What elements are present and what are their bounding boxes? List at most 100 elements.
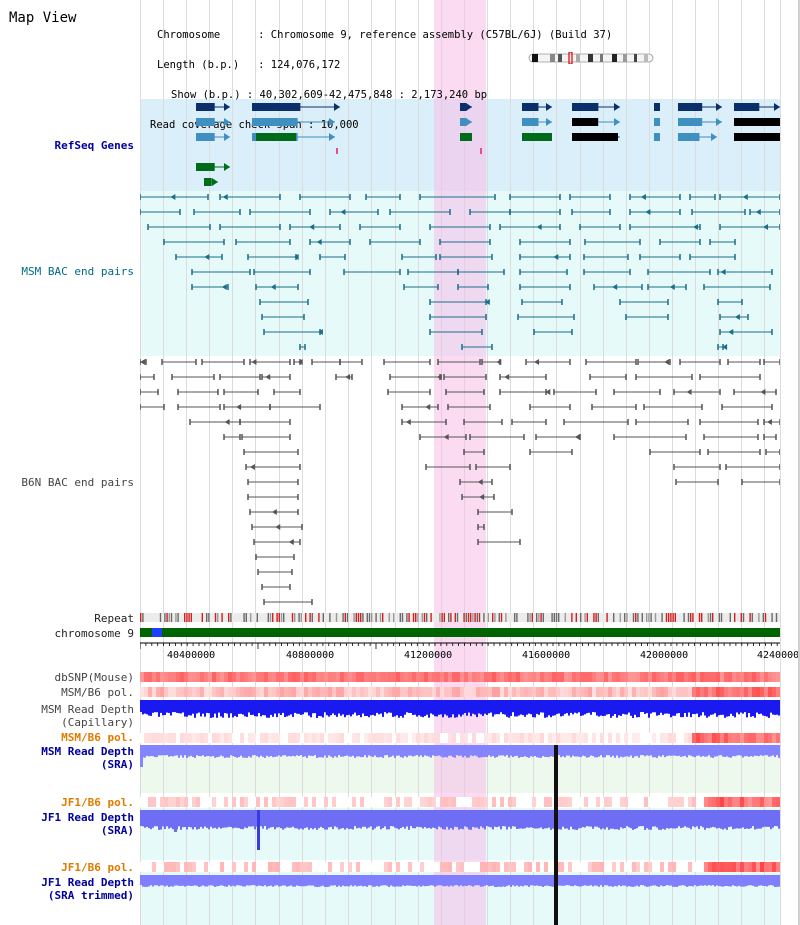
heat-cell — [304, 797, 308, 807]
refseq-track-label[interactable]: RefSeq Genes — [54, 139, 134, 152]
depth-bar — [536, 875, 538, 886]
msm-b6-pol-sra-heat-track[interactable] — [140, 733, 780, 743]
depth-bar — [514, 745, 516, 757]
repeat-element — [175, 613, 177, 622]
heat-cell — [232, 672, 236, 682]
depth-bar — [180, 745, 182, 756]
depth-bar — [232, 745, 234, 756]
msm-bac-track-label[interactable]: MSM BAC end pairs — [21, 265, 134, 278]
heat-cell — [592, 733, 596, 743]
depth-bar — [240, 875, 242, 886]
depth-bar — [152, 875, 154, 887]
heat-cell — [436, 733, 440, 743]
repeat-track[interactable] — [140, 612, 780, 623]
heat-cell — [488, 862, 492, 872]
depth-bar — [598, 745, 600, 757]
depth-bar — [274, 700, 276, 714]
dbsnp-heat-track[interactable] — [140, 672, 780, 682]
chromosome-band[interactable] — [140, 627, 780, 638]
chromosome-ideogram[interactable] — [528, 52, 656, 64]
msm-b6-pol-heat-track[interactable] — [140, 687, 780, 697]
repeat-element — [311, 613, 313, 622]
depth-bar — [490, 745, 492, 757]
heat-cell — [392, 733, 396, 743]
depth-bar — [230, 810, 232, 827]
heat-cell — [636, 687, 640, 697]
heat-cell — [368, 687, 372, 697]
depth-bar — [676, 745, 678, 757]
refseq-genes-track[interactable] — [140, 99, 780, 191]
depth-bar — [206, 875, 208, 887]
depth-bar — [280, 700, 282, 715]
repeat-element — [423, 613, 426, 622]
heat-cell — [588, 862, 592, 872]
depth-bar — [314, 810, 316, 828]
heat-cell — [312, 862, 316, 872]
b6n-bac-end-pairs-track[interactable] — [140, 356, 780, 608]
repeat-element — [382, 613, 384, 622]
heat-cell — [716, 862, 720, 872]
b6n-bac-track-label[interactable]: B6N BAC end pairs — [21, 476, 134, 489]
depth-bar — [552, 875, 554, 887]
msm-bac-end-pairs-track[interactable] — [140, 191, 780, 356]
msm-b6-pol-sra-label[interactable]: MSM/B6 pol. — [61, 731, 134, 744]
heat-cell — [628, 733, 632, 743]
jf1-b6-pol-trimmed-label[interactable]: JF1/B6 pol. — [61, 861, 134, 874]
heat-cell — [680, 687, 684, 697]
heat-cell — [308, 733, 312, 743]
repeat-element — [375, 613, 377, 622]
depth-bar — [500, 875, 502, 887]
depth-bar — [602, 745, 604, 758]
repeat-element — [619, 613, 621, 622]
chromosome-track-label[interactable]: chromosome 9 — [54, 627, 134, 640]
depth-bar — [468, 810, 470, 830]
depth-bar — [496, 810, 498, 828]
heat-cell — [552, 672, 556, 682]
bac-end-arrow — [405, 419, 411, 425]
msm-read-depth-sra-track[interactable] — [140, 745, 780, 767]
repeat-track-label[interactable]: Repeat — [94, 612, 134, 625]
depth-bar — [770, 810, 772, 830]
gene-strand-arrow — [614, 118, 620, 126]
jf1-b6-pol-trimmed-heat-track[interactable] — [140, 862, 780, 872]
heat-cell — [620, 672, 624, 682]
heat-cell — [712, 862, 716, 872]
dbsnp-track-label[interactable]: dbSNP(Mouse) — [54, 671, 134, 684]
depth-bar — [484, 745, 486, 757]
jf1-read-depth-sra-track[interactable] — [140, 810, 780, 850]
depth-bar — [512, 810, 514, 827]
heat-cell — [620, 862, 624, 872]
depth-bar — [160, 700, 162, 713]
msm-read-depth-capillary-track[interactable] — [140, 700, 780, 730]
depth-bar — [140, 875, 142, 885]
msm-b6-pol-track-label[interactable]: MSM/B6 pol. — [61, 686, 134, 699]
depth-bar — [542, 700, 544, 713]
heat-cell — [388, 687, 392, 697]
depth-bar — [354, 700, 356, 713]
jf1-read-depth-sra-label[interactable]: JF1 Read Depth — [41, 811, 134, 824]
jf1-read-depth-trimmed-label[interactable]: JF1 Read Depth — [41, 876, 134, 889]
depth-bar — [300, 875, 302, 887]
depth-bar — [764, 875, 766, 886]
depth-bar — [616, 810, 618, 830]
jf1-b6-pol-heat-track[interactable] — [140, 797, 780, 807]
bac-end-arrow — [297, 359, 303, 365]
heat-cell — [608, 672, 612, 682]
depth-bar — [188, 745, 190, 757]
depth-spike — [257, 810, 260, 850]
jf1-read-depth-trimmed-track[interactable] — [140, 875, 780, 889]
heat-cell — [612, 733, 616, 743]
heat-cell — [200, 862, 204, 872]
depth-bar — [610, 810, 612, 829]
selected-region-highlight[interactable] — [434, 0, 486, 925]
msm-read-depth-capillary-label[interactable]: MSM Read Depth — [41, 703, 134, 716]
gene-strand-arrow — [716, 103, 722, 111]
depth-bar — [594, 745, 596, 758]
depth-bar — [544, 875, 546, 886]
heat-cell — [392, 672, 396, 682]
jf1-b6-pol-label[interactable]: JF1/B6 pol. — [61, 796, 134, 809]
heat-cell — [608, 687, 612, 697]
depth-bar — [214, 700, 216, 714]
msm-read-depth-sra-label[interactable]: MSM Read Depth — [41, 745, 134, 758]
depth-bar — [546, 745, 548, 757]
